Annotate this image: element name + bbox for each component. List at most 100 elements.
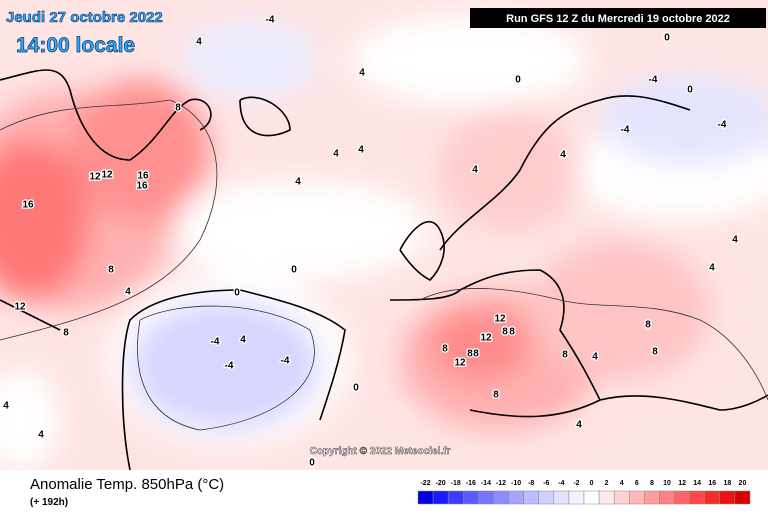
contour-label: 4	[333, 149, 339, 160]
colorbar-tick-label: 6	[635, 480, 639, 487]
contour-label: 8	[175, 103, 181, 114]
colorbar: -22 -20 -18 -16 -14 -12 -10 -8 -6 -4 -2 0 2 4 6 8 10 12 14…	[417, 480, 751, 505]
colorbar-swatch	[719, 490, 736, 505]
contour-label: 12	[89, 172, 101, 183]
contour-label: 4	[576, 420, 582, 431]
colorbar-swatch	[659, 490, 675, 505]
colorbar-tick-label: 14	[693, 480, 701, 487]
contour-label: 4	[125, 287, 131, 298]
contour-label: -4	[718, 120, 727, 131]
colorbar-swatch	[493, 490, 509, 505]
colorbar-swatch	[598, 490, 615, 505]
colorbar-tick-label: 10	[663, 480, 671, 487]
colorbar-tick-label: -8	[528, 480, 534, 487]
colorbar-swatch	[538, 490, 555, 505]
colorbar-swatch	[463, 490, 479, 505]
contour-label: 0	[687, 85, 693, 96]
contour-label: 4	[196, 37, 202, 48]
colorbar-swatch	[629, 490, 645, 505]
contour-label: 4	[732, 235, 738, 246]
contour-label: 8	[493, 390, 499, 401]
colorbar-tick-label: -4	[558, 480, 564, 487]
contour-label: -4	[649, 75, 658, 86]
colorbar-swatch	[553, 490, 570, 505]
contour-label: 8	[502, 327, 508, 338]
contour-label: 8	[63, 328, 69, 339]
colorbar-tick-label: 0	[590, 480, 594, 487]
contour-label: 16	[136, 181, 148, 192]
colorbar-swatch	[689, 490, 705, 505]
coastlines	[0, 69, 768, 470]
contour-label: 0	[291, 265, 297, 276]
contour-label: 4	[295, 177, 301, 188]
contour-label: 8	[467, 349, 473, 360]
contour-label: -4	[211, 337, 220, 348]
contour-label: 4	[560, 150, 566, 161]
lead-time: (+ 192h)	[30, 497, 68, 508]
contour-label: 8	[645, 320, 651, 331]
colorbar-tick-label: -10	[511, 480, 521, 487]
copyright: Copyright © 2022 Meteociel.fr	[310, 446, 451, 457]
contour-label: 12	[480, 333, 492, 344]
contour-label: -4	[621, 125, 630, 136]
colorbar-swatch	[478, 490, 494, 505]
contour-label: 4	[709, 263, 715, 274]
run-info: Run GFS 12 Z du Mercredi 19 octobre 2022	[506, 13, 730, 25]
colorbar-tick-label: -20	[436, 480, 446, 487]
colorbar-tick-label: 18	[723, 480, 731, 487]
colorbar-swatch	[644, 490, 660, 505]
contour-label: 8	[108, 265, 114, 276]
colorbar-swatch	[674, 490, 690, 505]
colorbar-swatch	[613, 490, 630, 505]
contour-label: 12	[14, 302, 26, 313]
colorbar-swatch	[417, 490, 434, 505]
contour-label: 8	[473, 349, 479, 360]
footer-title: Anomalie Temp. 850hPa (°C)	[30, 476, 224, 493]
colorbar-tick-label: 4	[620, 480, 624, 487]
colorbar-tick-label: -2	[573, 480, 579, 487]
contour-label: 8	[442, 344, 448, 355]
colorbar-swatch	[508, 490, 524, 505]
contour-label: -4	[225, 361, 234, 372]
contour-label: 4	[592, 352, 598, 363]
contour-label: 0	[234, 288, 240, 299]
contour-label: 0	[353, 383, 359, 394]
contour-label: 4	[38, 430, 44, 441]
contour-label: 12	[454, 358, 466, 369]
colorbar-tick-label: 12	[678, 480, 686, 487]
contour-label: 16	[22, 200, 34, 211]
colorbar-swatch	[447, 490, 464, 505]
contour-label: 16	[137, 171, 149, 182]
colorbar-swatch	[704, 490, 721, 505]
contour-label: 8	[562, 350, 568, 361]
contour-label: 4	[359, 68, 365, 79]
run-banner	[470, 8, 766, 28]
colorbar-tick-label: -16	[466, 480, 476, 487]
contour-label: 8	[509, 327, 515, 338]
colorbar-tick-label: 20	[739, 480, 747, 487]
colorbar-swatch	[568, 490, 585, 505]
forecast-time: 14:00 locale	[16, 34, 135, 57]
colorbar-tick-label: -18	[451, 480, 461, 487]
contour-label: 4	[358, 145, 364, 156]
forecast-date: Jeudi 27 octobre 2022	[6, 9, 163, 26]
contour-label: 4	[3, 401, 9, 412]
contours	[0, 99, 768, 431]
colorbar-tick-label: -22	[420, 480, 430, 487]
contour-label: 0	[309, 458, 315, 469]
contour-label: -4	[266, 15, 275, 26]
contour-label: 8	[652, 347, 658, 358]
colorbar-swatch	[734, 490, 751, 505]
colorbar-tick-label: 16	[708, 480, 716, 487]
colorbar-swatch	[432, 490, 449, 505]
contour-label: 4	[240, 335, 246, 346]
colorbar-tick-label: -14	[481, 480, 491, 487]
colorbar-swatch	[523, 490, 539, 505]
colorbar-tick-label: 8	[650, 480, 654, 487]
colorbar-swatch	[583, 490, 600, 505]
colorbar-tick-label: 2	[605, 480, 609, 487]
contour-label: -4	[281, 356, 290, 367]
